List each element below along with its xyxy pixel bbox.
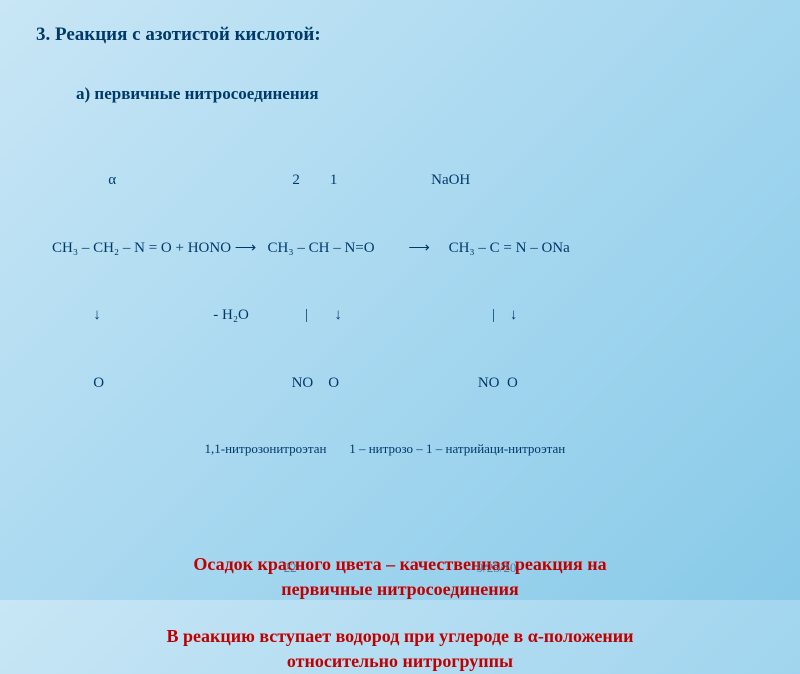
reaction-line-1: α 2 1 NaOH: [52, 169, 764, 192]
highlight-1-line-b: первичные нитросоединения: [281, 579, 518, 599]
section-subtitle: а) первичные нитросоединения: [76, 84, 764, 104]
highlight-text-2: В реакцию вступает водород при углероде …: [66, 624, 734, 674]
reaction-product-labels: 1,1-нитрозонитроэтан 1 – нитрозо – 1 – н…: [68, 439, 764, 459]
reaction-line-4: O NO O NO O: [52, 372, 764, 395]
slide-footer: 22 9/25/20: [0, 560, 800, 576]
chemical-reaction: α 2 1 NaOH CH₃ – CH₂ – N = O + HONO ⟶ CH…: [52, 124, 764, 524]
page-number: 22: [284, 560, 297, 576]
reaction-line-3: ↓ - H₂O | ↓ | ↓: [52, 304, 764, 327]
highlight-2-line-a: В реакцию вступает водород при углероде …: [166, 626, 633, 646]
reaction-line-2: CH₃ – CH₂ – N = O + HONO ⟶ CH₃ – CH – N=…: [52, 237, 764, 260]
slide-date: 9/25/20: [477, 560, 517, 576]
slide-container: 3. Реакция с азотистой кислотой: а) перв…: [0, 0, 800, 600]
highlight-2-line-b: относительно нитрогруппы: [287, 651, 513, 671]
slide-title: 3. Реакция с азотистой кислотой:: [36, 24, 764, 46]
